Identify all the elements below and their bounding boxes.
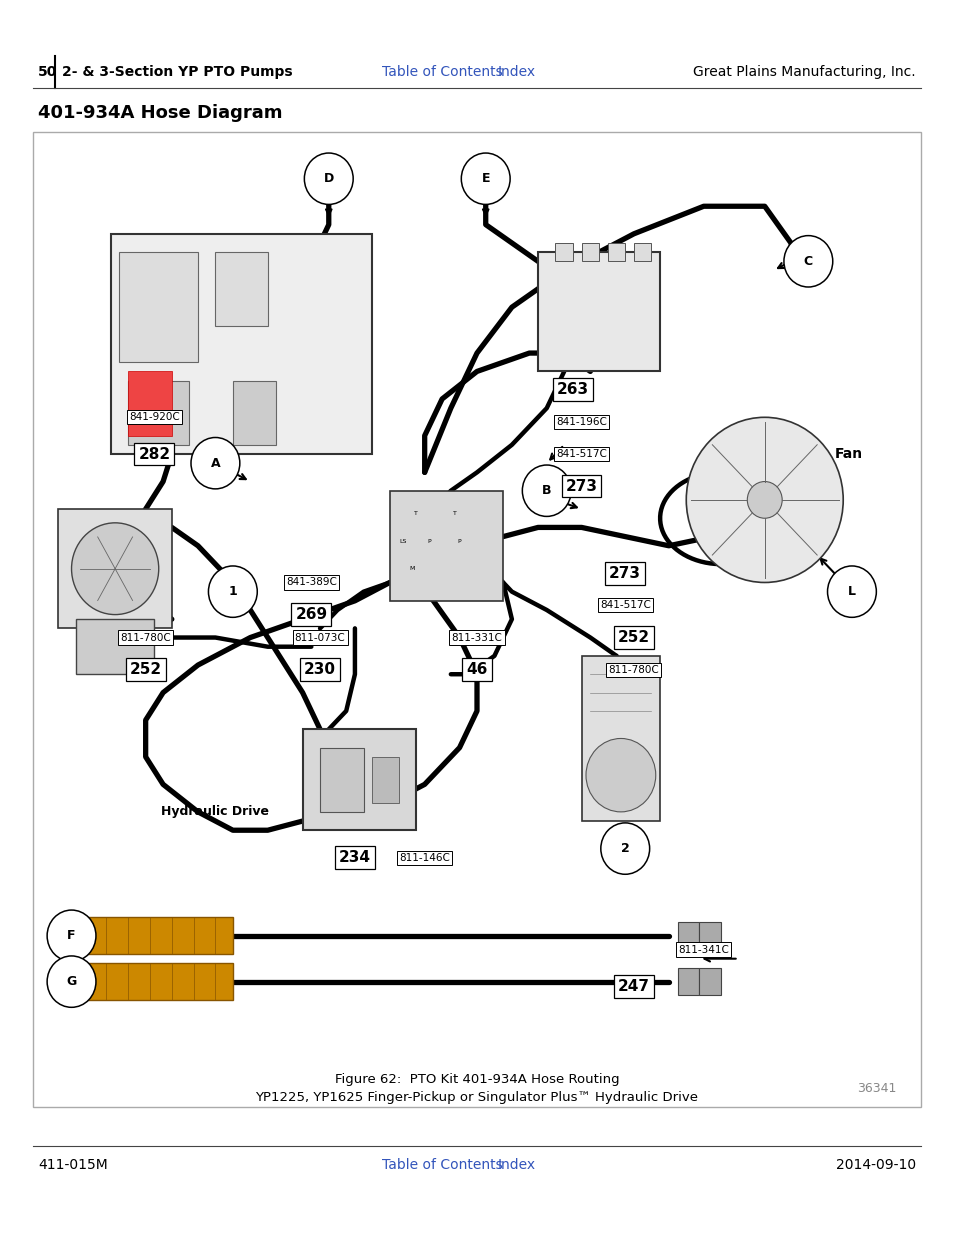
Bar <box>76 963 233 1000</box>
Bar <box>76 918 233 955</box>
Circle shape <box>783 236 832 287</box>
Text: 411-015M: 411-015M <box>38 1157 108 1172</box>
Text: 230: 230 <box>304 662 335 677</box>
Text: 252: 252 <box>618 630 649 645</box>
Circle shape <box>826 566 876 618</box>
Text: 247: 247 <box>618 978 649 994</box>
Text: Index: Index <box>497 1157 536 1172</box>
Text: Hydraulic Drive: Hydraulic Drive <box>161 805 269 819</box>
Text: A: A <box>211 457 220 469</box>
Text: 2014-09-10: 2014-09-10 <box>835 1157 915 1172</box>
Text: G: G <box>67 976 76 988</box>
Text: 811-331C: 811-331C <box>451 632 502 642</box>
Text: 841-389C: 841-389C <box>286 578 336 588</box>
Text: 811-780C: 811-780C <box>120 632 171 642</box>
Text: 2- & 3-Section YP PTO Pumps: 2- & 3-Section YP PTO Pumps <box>62 64 293 79</box>
Text: 273: 273 <box>609 566 640 580</box>
Text: 269: 269 <box>295 608 327 622</box>
Text: LS: LS <box>398 538 406 543</box>
Text: P: P <box>457 538 461 543</box>
Text: T: T <box>453 511 456 516</box>
Text: Figure 62:  PTO Kit 401-934A Hose Routing: Figure 62: PTO Kit 401-934A Hose Routing <box>335 1073 618 1086</box>
Bar <box>111 233 372 454</box>
Bar <box>677 923 699 950</box>
Text: 46: 46 <box>466 662 487 677</box>
Text: T: T <box>414 511 417 516</box>
Text: Great Plains Manufacturing, Inc.: Great Plains Manufacturing, Inc. <box>693 64 915 79</box>
Circle shape <box>304 153 353 205</box>
Circle shape <box>208 566 257 618</box>
Bar <box>215 252 268 326</box>
Text: F: F <box>68 929 75 942</box>
Circle shape <box>461 153 510 205</box>
Text: Table of Contents: Table of Contents <box>381 1157 502 1172</box>
Text: Index: Index <box>497 64 536 79</box>
Text: L: L <box>847 585 855 598</box>
Bar <box>634 243 651 262</box>
Bar <box>537 252 659 372</box>
Text: P: P <box>427 538 431 543</box>
Text: M: M <box>409 566 414 572</box>
Text: C: C <box>803 254 812 268</box>
Text: D: D <box>323 172 334 185</box>
Circle shape <box>47 910 96 961</box>
Bar <box>302 730 416 830</box>
Circle shape <box>746 482 781 519</box>
Text: 36341: 36341 <box>857 1082 896 1094</box>
Text: 282: 282 <box>138 447 171 462</box>
Bar <box>372 757 398 803</box>
Text: 50: 50 <box>38 64 57 79</box>
Text: 263: 263 <box>557 383 588 398</box>
Text: Fan: Fan <box>834 447 862 461</box>
Text: 811-341C: 811-341C <box>678 945 728 955</box>
Bar <box>390 490 502 601</box>
Bar <box>677 968 699 995</box>
Text: 841-517C: 841-517C <box>556 450 606 459</box>
Bar <box>233 380 276 445</box>
Text: B: B <box>541 484 551 498</box>
Bar <box>581 243 598 262</box>
Bar <box>699 923 720 950</box>
Text: 811-146C: 811-146C <box>398 852 450 863</box>
Bar <box>119 252 198 362</box>
Bar <box>699 968 720 995</box>
Text: 234: 234 <box>338 850 371 866</box>
Text: 2: 2 <box>620 842 629 855</box>
Text: 841-920C: 841-920C <box>129 412 179 422</box>
Text: 401-934A Hose Diagram: 401-934A Hose Diagram <box>38 104 282 122</box>
Bar <box>319 747 363 811</box>
Text: 811-073C: 811-073C <box>294 632 345 642</box>
Text: YP1225, YP1625 Finger-Pickup or Singulator Plus™ Hydraulic Drive: YP1225, YP1625 Finger-Pickup or Singulat… <box>255 1092 698 1104</box>
Circle shape <box>685 417 842 583</box>
Bar <box>607 243 624 262</box>
Bar <box>33 132 920 1107</box>
Text: 252: 252 <box>130 662 162 677</box>
Circle shape <box>71 522 158 615</box>
Text: 841-517C: 841-517C <box>599 600 650 610</box>
Bar <box>555 243 573 262</box>
Circle shape <box>522 466 571 516</box>
Text: E: E <box>481 172 490 185</box>
Text: Table of Contents: Table of Contents <box>381 64 502 79</box>
Bar <box>128 380 189 445</box>
Text: 811-780C: 811-780C <box>608 664 659 674</box>
Text: 1: 1 <box>228 585 237 598</box>
Bar <box>76 619 154 674</box>
Circle shape <box>191 437 239 489</box>
Circle shape <box>47 956 96 1008</box>
Circle shape <box>585 739 655 811</box>
Text: 841-196C: 841-196C <box>556 417 606 427</box>
Bar <box>58 509 172 629</box>
Text: 273: 273 <box>565 479 597 494</box>
Circle shape <box>600 823 649 874</box>
Bar <box>581 656 659 821</box>
Bar <box>128 372 172 436</box>
